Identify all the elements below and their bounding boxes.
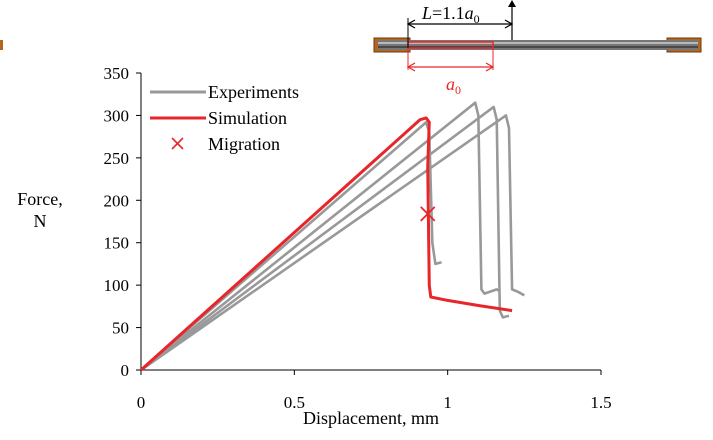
legend-simulation-label: Simulation	[208, 108, 287, 128]
x-tick-label: 1	[443, 393, 452, 412]
legend-migration-label: Migration	[208, 134, 280, 154]
x-tick-label: 0	[137, 393, 146, 412]
y-tick-label: 350	[104, 64, 130, 83]
legend-migration-swatch	[171, 137, 184, 150]
series-layer	[139, 101, 525, 372]
experiment-line-3	[140, 105, 510, 372]
experiment-line-4	[140, 114, 525, 372]
length-label: L=1.1a0	[421, 3, 480, 26]
x-axis-title: Displacement, mm	[303, 408, 439, 428]
y-axis-title-line2: N	[34, 211, 47, 231]
specimen-rod	[378, 40, 698, 50]
y-tick-label: 300	[104, 106, 130, 125]
y-ticks: 0 50 100 150 200 250 300 350	[104, 64, 141, 380]
y-tick-label: 200	[104, 191, 130, 210]
migration-marker	[420, 206, 436, 222]
marker-layer	[420, 206, 436, 222]
simulation-line	[139, 116, 513, 372]
legend: Experiments Simulation Migration	[150, 82, 299, 154]
experiment-line-1	[140, 120, 442, 371]
y-axis-title-line1: Force,	[17, 189, 62, 209]
specimen-left-fragment	[0, 40, 3, 50]
legend-experiments-label: Experiments	[208, 82, 299, 102]
x-tick-label: 0.5	[284, 393, 305, 412]
axes: 0 50 100 150 200 250 300 350 0 0.5 1 1.5	[104, 64, 612, 412]
experiment-line-2	[140, 101, 501, 372]
crack-arrow-right	[485, 62, 495, 72]
y-tick-label: 250	[104, 149, 130, 168]
y-tick-label: 150	[104, 234, 130, 253]
y-tick-label: 100	[104, 276, 130, 295]
x-ticks: 0 0.5 1 1.5	[137, 370, 612, 412]
y-tick-label: 0	[121, 361, 130, 380]
specimen-inset: L=1.1a0 a0	[0, 0, 702, 97]
load-arrow-head	[508, 0, 516, 7]
crack-arrow-left	[406, 62, 416, 72]
x-tick-label: 1.5	[590, 393, 611, 412]
y-tick-label: 50	[112, 319, 129, 338]
crack-label: a0	[446, 74, 461, 97]
